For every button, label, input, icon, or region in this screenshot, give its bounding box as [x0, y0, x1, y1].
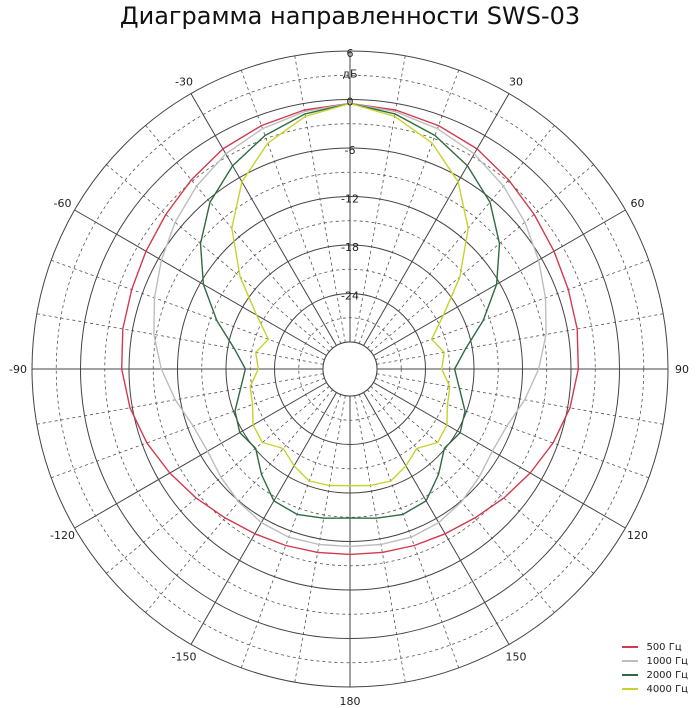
legend-swatch-500	[622, 646, 639, 648]
angle-tick-label: 150	[506, 651, 527, 664]
ring-tick-label: -18	[341, 241, 359, 254]
angle-tick-label: 180	[340, 695, 361, 708]
unit-label: дБ	[342, 67, 357, 80]
legend-item-1000: 1000 Гц	[622, 654, 688, 668]
angle-tick-label: -150	[172, 651, 197, 664]
ring-tick-label: -24	[341, 290, 359, 303]
angle-tick-label: 120	[627, 529, 648, 542]
center-hole	[322, 341, 378, 397]
legend-item-2000: 2000 Гц	[622, 668, 688, 682]
angle-tick-label: 60	[631, 197, 645, 210]
major-spoke	[190, 392, 337, 645]
ring-tick-label: 6	[347, 47, 354, 60]
major-spoke	[363, 392, 510, 645]
major-spoke	[363, 93, 510, 346]
angle-tick-label: 30	[509, 76, 523, 89]
legend-label-500: 500 Гц	[646, 641, 682, 653]
major-spoke	[74, 209, 327, 356]
legend: 500 Гц 1000 Гц 2000 Гц 4000 Гц	[622, 640, 688, 696]
legend-label-2000: 2000 Гц	[646, 669, 688, 681]
ring-tick-label: -6	[345, 144, 356, 157]
legend-swatch-2000	[622, 674, 639, 676]
ring-tick-label: 0	[347, 96, 354, 109]
ring-tick-label: -12	[341, 193, 359, 206]
angle-tick-label: -90	[9, 363, 27, 376]
chart-title: Диаграмма направленности SWS-03	[119, 2, 581, 30]
angle-tick-label: -60	[54, 197, 72, 210]
series-line-1	[153, 102, 547, 548]
series-line-0	[121, 102, 579, 556]
series-line-3	[231, 102, 469, 487]
series-line-2	[199, 102, 501, 519]
legend-item-500: 500 Гц	[622, 640, 688, 654]
major-spoke	[74, 382, 327, 529]
legend-swatch-1000	[622, 660, 639, 662]
major-spoke	[373, 382, 626, 529]
major-spoke	[190, 93, 337, 346]
legend-label-4000: 4000 Гц	[646, 683, 688, 695]
legend-item-4000: 4000 Гц	[622, 682, 688, 696]
major-spoke	[373, 209, 626, 356]
angle-tick-label: 90	[675, 363, 689, 376]
legend-label-1000: 1000 Гц	[646, 655, 688, 667]
angle-tick-label: -30	[175, 76, 193, 89]
angle-tick-label: -120	[50, 529, 75, 542]
legend-swatch-4000	[622, 688, 639, 690]
